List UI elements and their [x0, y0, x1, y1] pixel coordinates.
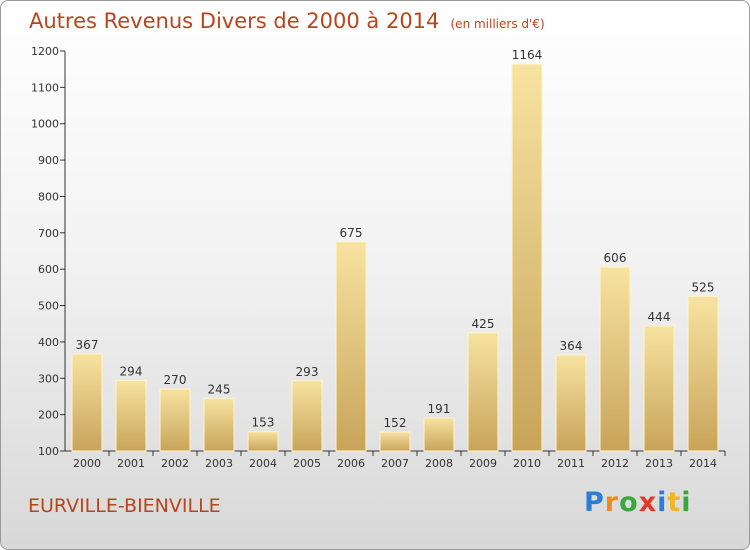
- data-label: 606: [604, 251, 627, 265]
- commune-name: EURVILLE-BIENVILLE: [28, 495, 221, 517]
- x-tick-label: 2010: [513, 457, 541, 470]
- y-tick-label: 800: [38, 190, 59, 203]
- logo-letter: o: [619, 487, 639, 518]
- data-label: 245: [208, 382, 231, 396]
- proxiti-logo: Proxiti: [584, 487, 692, 518]
- x-tick-label: 2000: [73, 457, 101, 470]
- bar: [687, 295, 719, 452]
- data-label: 675: [340, 226, 363, 240]
- y-tick-label: 500: [38, 300, 59, 313]
- y-tick-label: 1100: [31, 81, 59, 94]
- x-tick-label: 2007: [381, 457, 409, 470]
- x-tick-label: 2012: [601, 457, 629, 470]
- data-label: 425: [472, 317, 495, 331]
- logo-letter: r: [604, 487, 620, 518]
- bar: [203, 397, 235, 452]
- bar: [599, 266, 631, 452]
- y-tick-label: 1000: [31, 118, 59, 131]
- bar: [335, 241, 367, 452]
- x-tick-label: 2001: [117, 457, 145, 470]
- chart-subtitle: (en milliers d'€): [450, 17, 545, 31]
- bar: [555, 354, 587, 452]
- data-label: 367: [76, 338, 99, 352]
- y-tick-label: 600: [38, 263, 59, 276]
- data-label: 153: [252, 416, 275, 430]
- x-tick-label: 2009: [469, 457, 497, 470]
- bar: [379, 431, 411, 452]
- y-axis: 100 200 300 400 500 600 700 800 900 1000 1100 1200: [31, 45, 66, 458]
- bar: [115, 379, 147, 452]
- x-tick-label: 2002: [161, 457, 189, 470]
- x-tick-label: 2013: [645, 457, 673, 470]
- bar: [159, 388, 191, 452]
- x-tick-label: 2014: [689, 457, 717, 470]
- data-label: 1164: [512, 48, 543, 62]
- data-label: 444: [648, 310, 671, 324]
- logo-letter: P: [584, 487, 605, 518]
- bar: [467, 332, 499, 452]
- bars: [71, 63, 719, 452]
- data-label: 294: [120, 364, 143, 378]
- y-tick-label: 400: [38, 336, 59, 349]
- bar: [247, 431, 279, 452]
- title-row: Autres Revenus Divers de 2000 à 2014 (en…: [29, 9, 545, 33]
- x-tick-label: 2011: [557, 457, 585, 470]
- y-tick-label: 1200: [31, 45, 59, 58]
- bar: [511, 63, 543, 452]
- data-label: 525: [692, 280, 715, 294]
- bar: [643, 325, 675, 452]
- x-tick-label: 2004: [249, 457, 277, 470]
- y-tick-label: 200: [38, 409, 59, 422]
- bar: [71, 353, 103, 452]
- data-label: 293: [296, 365, 319, 379]
- data-labels: 367 294 270 245 153 293 675 152 191 425 1164 364 606…: [76, 48, 715, 430]
- data-label: 364: [560, 339, 583, 353]
- bar: [291, 380, 323, 452]
- data-label: 270: [164, 373, 187, 387]
- y-tick-label: 900: [38, 154, 59, 167]
- x-tick-label: 2006: [337, 457, 365, 470]
- y-tick-label: 300: [38, 372, 59, 385]
- logo-letter: i: [657, 487, 668, 518]
- x-tick-label: 2005: [293, 457, 321, 470]
- x-tick-label: 2003: [205, 457, 233, 470]
- bar: [423, 417, 455, 452]
- logo-letter: x: [638, 487, 658, 518]
- x-axis: 2000 2001 2002 2003 2004 2005 2006 2007 2008 2009…: [65, 450, 726, 470]
- logo-letter: t: [667, 487, 682, 518]
- data-label: 191: [428, 402, 451, 416]
- data-label: 152: [384, 416, 407, 430]
- y-tick-label: 700: [38, 227, 59, 240]
- chart-title: Autres Revenus Divers de 2000 à 2014: [29, 9, 440, 33]
- logo-letter: i: [681, 487, 692, 518]
- x-tick-label: 2008: [425, 457, 453, 470]
- y-tick-label: 100: [38, 445, 59, 458]
